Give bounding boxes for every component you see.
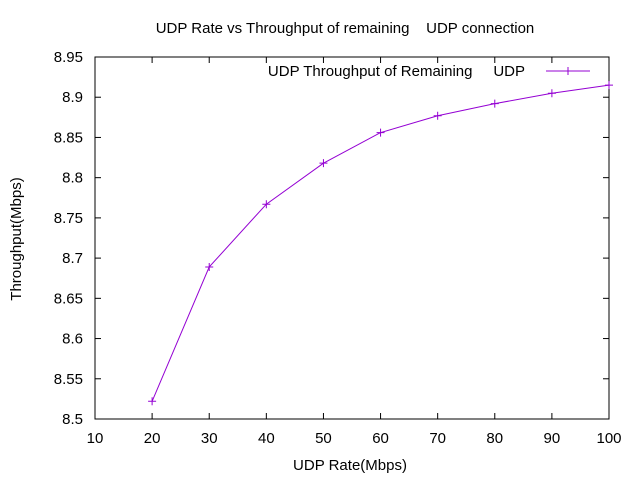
y-tick-label: 8.7 — [62, 250, 83, 267]
legend-label: UDP Throughput of Remaining UDP — [268, 63, 525, 80]
data-point — [376, 128, 385, 137]
y-tick-label: 8.55 — [54, 371, 83, 388]
x-tick-label: 70 — [429, 430, 446, 447]
x-tick-label: 40 — [258, 430, 275, 447]
data-point — [605, 81, 613, 90]
x-tick-label: 30 — [201, 430, 218, 447]
y-tick-label: 8.75 — [54, 210, 83, 227]
y-tick-label: 8.5 — [62, 411, 83, 428]
y-tick-label: 8.65 — [54, 290, 83, 307]
x-tick-label: 100 — [596, 430, 621, 447]
x-tick-label: 90 — [544, 430, 561, 447]
y-axis-label: Throughput(Mbps) — [8, 177, 25, 300]
x-tick-label: 50 — [315, 430, 332, 447]
data-point — [319, 159, 328, 168]
x-tick-label: 20 — [144, 430, 161, 447]
x-axis-label: UDP Rate(Mbps) — [293, 457, 407, 474]
y-axis: 8.5 8.55 8.6 8.65 8.7 8.75 8.8 8.85 8.9 8.95 — [54, 49, 609, 428]
y-tick-label: 8.6 — [62, 331, 83, 348]
y-tick-label: 8.8 — [62, 170, 83, 187]
x-axis: 10 20 30 40 50 60 70 80 90 100 — [87, 57, 622, 447]
y-tick-label: 8.95 — [54, 49, 83, 66]
data-point — [262, 200, 271, 209]
data-point — [148, 397, 157, 406]
data-point — [205, 262, 214, 271]
series-layer — [148, 81, 613, 406]
legend-marker — [564, 67, 572, 75]
y-tick-label: 8.9 — [62, 89, 83, 106]
x-tick-label: 60 — [372, 430, 389, 447]
data-point — [547, 89, 556, 98]
plot-area-frame — [94, 56, 610, 420]
y-tick-label: 8.85 — [54, 129, 83, 146]
x-tick-label: 80 — [486, 430, 503, 447]
x-tick-label: 10 — [87, 430, 104, 447]
legend: UDP Throughput of Remaining UDP — [268, 63, 590, 80]
data-point — [490, 99, 499, 108]
data-point — [433, 111, 442, 120]
chart-title: UDP Rate vs Throughput of remaining UDP … — [156, 20, 535, 37]
